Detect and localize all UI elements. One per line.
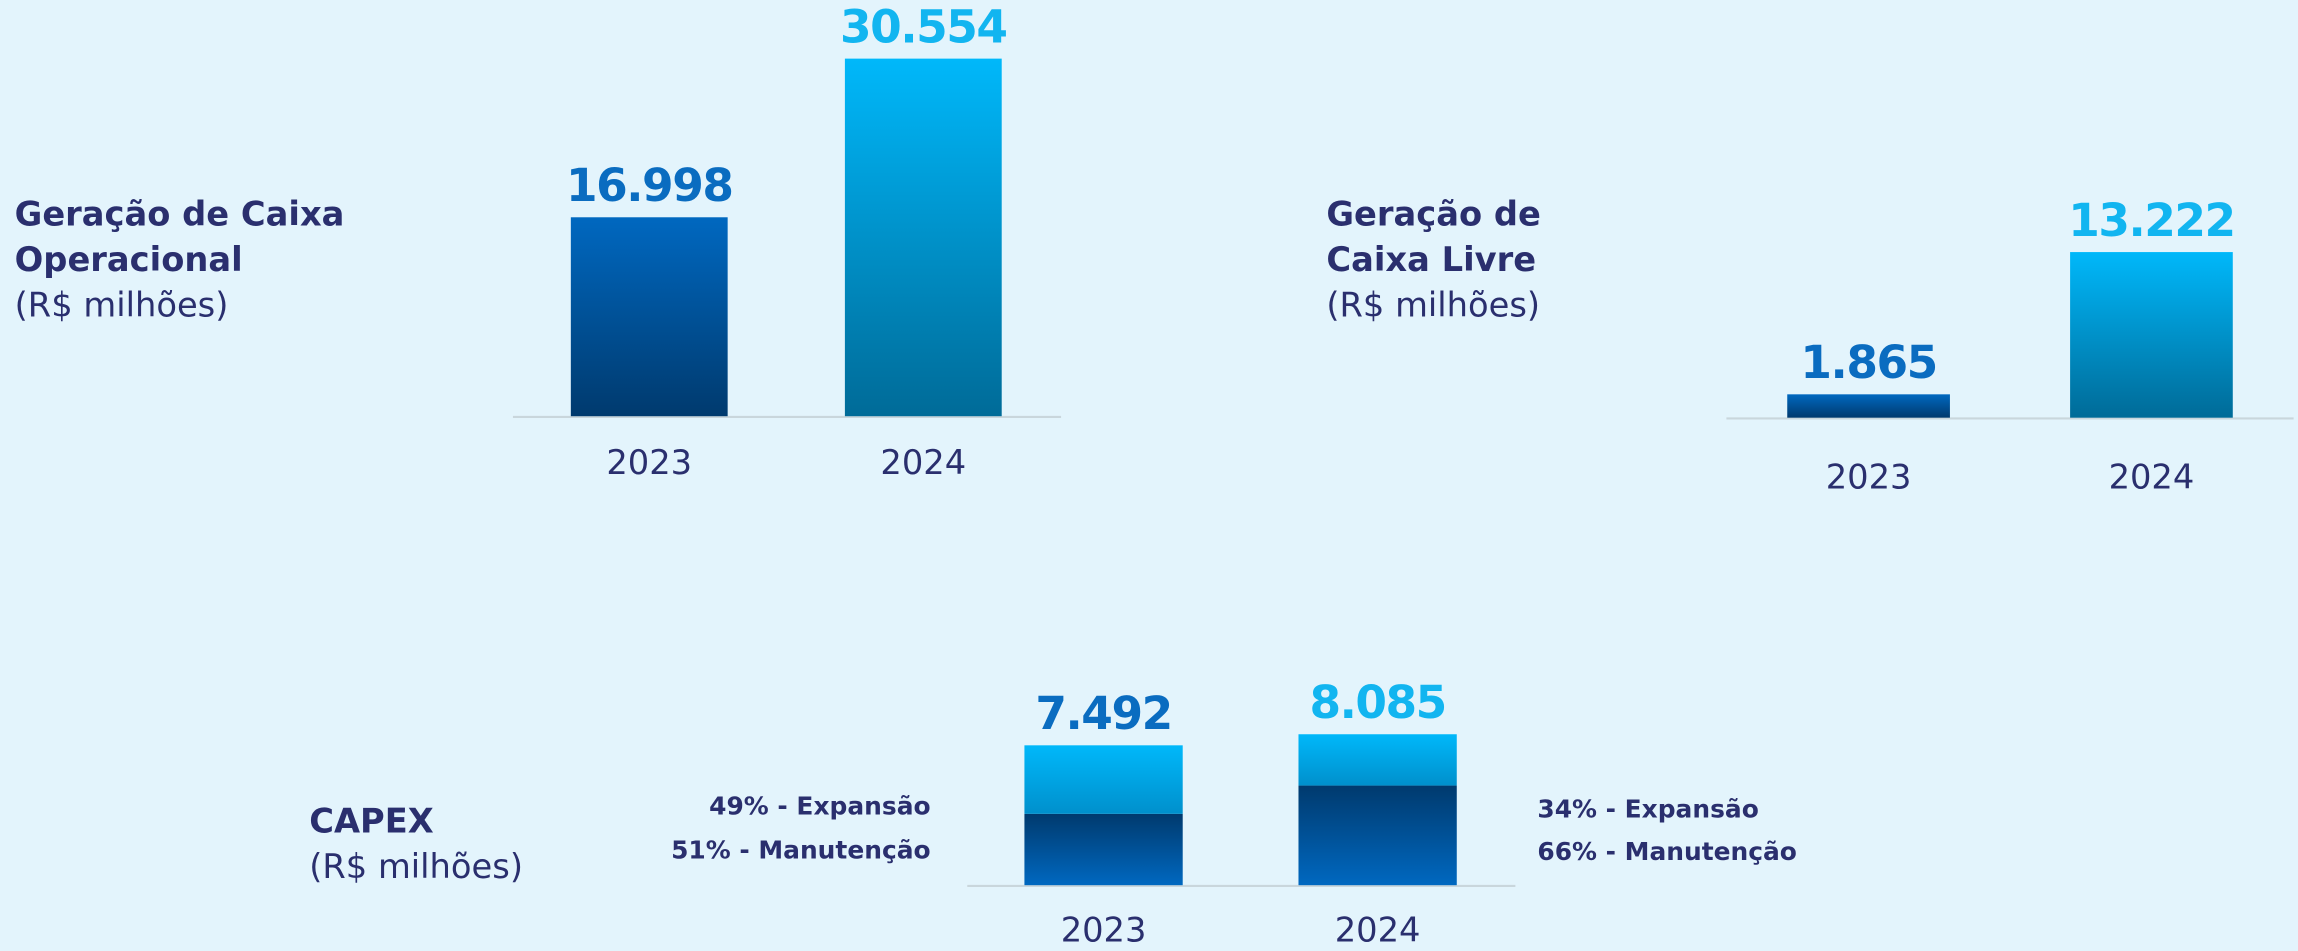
chart-title: Geração de Caixa Operacional <box>14 196 345 280</box>
title-block: Geração de Caixa Livre (R$ milhões) <box>1326 193 1560 329</box>
segment-label: 49% - Expansão <box>709 792 930 821</box>
value-label: 13.222 <box>2068 194 2234 247</box>
bar <box>2070 252 2233 418</box>
bar-segment <box>1024 813 1183 886</box>
title-block: CAPEX (R$ milhões) <box>309 800 602 891</box>
title-block: Geração de Caixa Operacional (R$ milhões… <box>15 193 367 329</box>
value-label: 7.492 <box>1035 687 1171 740</box>
x-tick-label: 2023 <box>1826 458 1912 497</box>
chart-title: CAPEX <box>309 803 434 842</box>
bar-segment <box>1024 745 1183 814</box>
x-tick-label: 2024 <box>880 443 966 482</box>
chart-title: Geração de Caixa Livre <box>1326 196 1541 280</box>
x-tick-label: 2023 <box>1061 911 1147 950</box>
bar <box>570 217 728 417</box>
value-label: 1.865 <box>1800 336 1936 389</box>
value-label: 16.998 <box>566 159 733 212</box>
bar <box>1787 394 1950 418</box>
bar-segment <box>1298 734 1457 786</box>
x-tick-label: 2024 <box>2109 458 2195 497</box>
value-label: 8.085 <box>1309 676 1445 729</box>
x-tick-label: 2023 <box>606 443 692 482</box>
segment-label: 51% - Manutenção <box>671 835 931 864</box>
chart-subtitle: (R$ milhões) <box>309 848 523 887</box>
bar <box>844 58 1002 417</box>
chart-subtitle: (R$ milhões) <box>1326 287 1541 326</box>
chart-subtitle: (R$ milhões) <box>14 287 229 326</box>
x-tick-label: 2024 <box>1335 911 1421 950</box>
segment-label: 66% - Manutenção <box>1537 837 1797 866</box>
bar-segment <box>1298 785 1457 886</box>
value-label: 30.554 <box>840 1 1007 54</box>
segment-label: 34% - Expansão <box>1537 794 1758 823</box>
